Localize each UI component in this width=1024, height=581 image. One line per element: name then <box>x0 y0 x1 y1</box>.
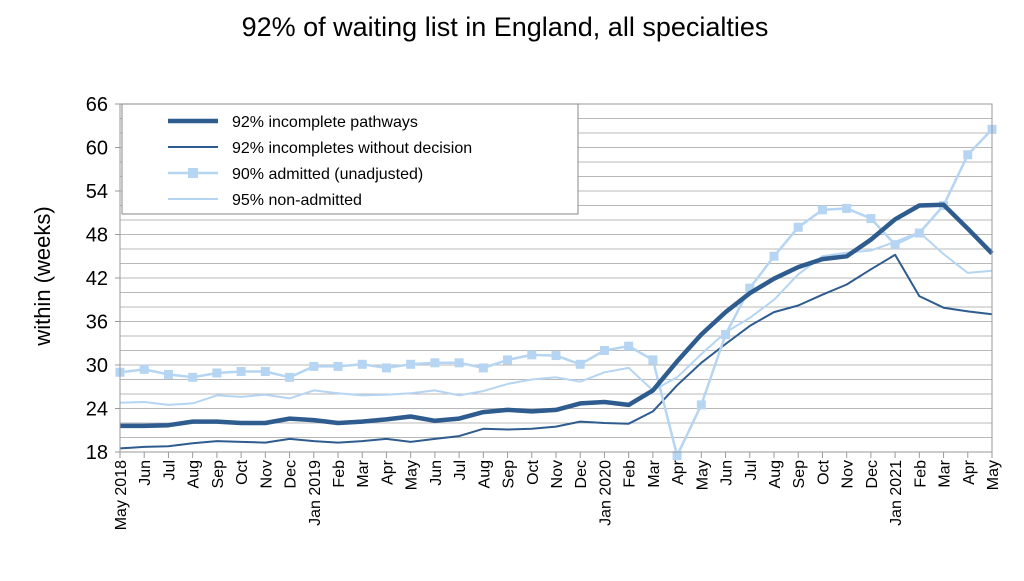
series-marker <box>817 205 827 215</box>
x-tick-label: Oct <box>234 459 251 484</box>
y-tick-label: 48 <box>86 225 108 247</box>
x-tick-label: Apr <box>670 459 687 485</box>
x-tick-label: Jan 2021 <box>888 460 905 526</box>
x-tick-label: May <box>694 460 711 490</box>
x-tick-label: Jun <box>137 460 154 486</box>
series-marker <box>357 359 367 369</box>
series-marker <box>648 355 658 365</box>
series-marker <box>914 228 924 238</box>
legend-marker <box>188 168 198 178</box>
series-marker <box>163 369 173 379</box>
x-tick-label: Feb <box>622 460 639 488</box>
series-marker <box>721 330 731 340</box>
x-tick-label: Jan 2019 <box>307 460 324 526</box>
series-marker <box>333 361 343 371</box>
x-tick-label: Nov <box>549 460 566 488</box>
x-tick-label: Aug <box>186 460 203 488</box>
legend-label: 95% non-admitted <box>232 192 362 209</box>
x-tick-label: Jul <box>743 460 760 480</box>
x-tick-label: Mar <box>646 459 663 487</box>
series-marker <box>381 363 391 373</box>
legend-label: 90% admitted (unadjusted) <box>232 166 423 183</box>
x-tick-label: May <box>404 460 421 490</box>
x-tick-label: Jun <box>428 460 445 486</box>
x-tick-label: Jul <box>161 460 178 480</box>
series-marker <box>430 358 440 368</box>
series-marker <box>624 341 634 351</box>
series-marker <box>575 359 585 369</box>
x-tick-label: Jan 2020 <box>597 460 614 526</box>
series-line <box>119 231 993 406</box>
x-tick-label: Apr <box>379 459 396 485</box>
x-tick-label: May <box>985 460 1002 490</box>
y-tick-label: 42 <box>86 268 108 290</box>
x-tick-label: Mar <box>937 459 954 487</box>
series-marker <box>188 372 198 382</box>
x-tick-label: Jul <box>452 460 469 480</box>
y-tick-label: 60 <box>86 138 108 160</box>
series-marker <box>551 351 561 361</box>
series-marker <box>478 363 488 373</box>
series-marker <box>599 346 609 355</box>
series-marker <box>842 203 852 213</box>
x-tick-label: Feb <box>331 460 348 488</box>
legend-label: 92% incomplete pathways <box>232 114 418 131</box>
legend-label: 92% incompletes without decision <box>232 140 472 157</box>
series-marker <box>696 400 706 410</box>
y-tick-label: 54 <box>86 181 108 203</box>
series-marker <box>769 251 779 261</box>
x-tick-label: Oct <box>525 459 542 484</box>
y-tick-label: 18 <box>86 442 108 464</box>
series-marker <box>745 283 755 293</box>
x-axis-ticks: May 2018 Jun Jul Aug Sep Oct Nov Dec Jan 2019 Feb… <box>113 452 1002 530</box>
series-marker <box>793 222 803 232</box>
x-tick-label: Dec <box>283 460 300 488</box>
x-tick-label: Feb <box>912 460 929 488</box>
y-tick-label: 36 <box>86 312 108 334</box>
x-tick-label: Dec <box>864 460 881 488</box>
x-tick-label: Aug <box>767 460 784 488</box>
series-marker <box>212 368 222 378</box>
x-tick-label: Sep <box>791 460 808 489</box>
series-marker <box>672 451 682 461</box>
series-marker <box>890 240 900 250</box>
x-tick-label: Sep <box>210 460 227 489</box>
x-tick-label: Nov <box>258 460 275 488</box>
series-marker <box>139 364 149 374</box>
series-marker <box>309 361 319 371</box>
series-line <box>120 202 994 429</box>
series-marker <box>454 358 464 368</box>
series-line <box>119 253 993 450</box>
y-tick-label: 66 <box>86 94 108 116</box>
x-tick-label: Mar <box>355 459 372 487</box>
series-marker <box>527 350 537 360</box>
x-tick-label: Sep <box>501 460 518 489</box>
y-tick-label: 30 <box>86 355 108 377</box>
y-axis-label: within (weeks) <box>30 206 55 346</box>
x-tick-label: Aug <box>476 460 493 488</box>
series-marker <box>285 372 295 382</box>
legend: 92% incomplete pathways 92% incompletes w… <box>121 103 579 215</box>
series-marker <box>406 359 416 369</box>
x-tick-label: Nov <box>840 460 857 488</box>
series-marker <box>963 150 973 160</box>
y-tick-label: 24 <box>86 399 108 421</box>
series-marker <box>260 367 270 377</box>
series-marker <box>866 214 876 224</box>
y-axis-ticks: 18 24 30 36 42 48 54 60 66 <box>86 94 120 464</box>
series-marker <box>503 355 513 365</box>
x-tick-label: Jun <box>719 460 736 486</box>
x-tick-label: Dec <box>573 460 590 488</box>
x-tick-label: May 2018 <box>113 460 130 530</box>
chart-title: 92% of waiting list in England, all spec… <box>242 12 769 42</box>
x-tick-label: Apr <box>961 459 978 485</box>
x-tick-label: Oct <box>815 459 832 484</box>
series-marker <box>236 367 246 377</box>
